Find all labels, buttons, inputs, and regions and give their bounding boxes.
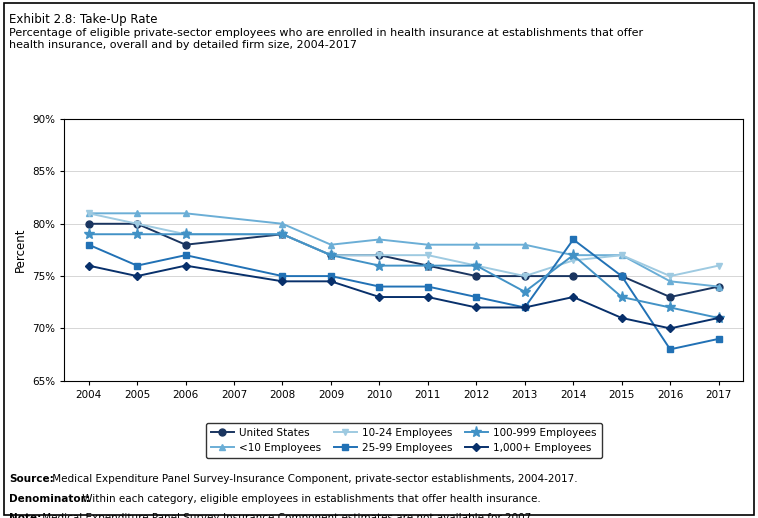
1,000+ Employees: [471, 305, 481, 311]
Line: United States: United States: [85, 220, 722, 300]
United States: [181, 241, 190, 248]
<10 Employees: [666, 278, 675, 284]
Line: <10 Employees: <10 Employees: [85, 210, 722, 290]
1,000+ Employees: [520, 305, 529, 311]
25-99 Employees: [327, 273, 336, 279]
25-99 Employees: [520, 305, 529, 311]
United States: [84, 221, 93, 227]
1,000+ Employees: [375, 294, 384, 300]
100-999 Employees: [520, 289, 529, 295]
25-99 Employees: [617, 273, 626, 279]
United States: [568, 273, 578, 279]
1,000+ Employees: [181, 263, 190, 269]
<10 Employees: [278, 221, 287, 227]
United States: [278, 231, 287, 237]
Y-axis label: Percent: Percent: [14, 228, 27, 272]
100-999 Employees: [617, 294, 626, 300]
Text: Percentage of eligible private-sector employees who are enrolled in health insur: Percentage of eligible private-sector em…: [9, 28, 644, 50]
25-99 Employees: [278, 273, 287, 279]
<10 Employees: [471, 241, 481, 248]
United States: [617, 273, 626, 279]
<10 Employees: [375, 236, 384, 242]
United States: [714, 283, 723, 290]
Text: Within each category, eligible employees in establishments that offer health ins: Within each category, eligible employees…: [79, 494, 540, 503]
United States: [133, 221, 142, 227]
United States: [423, 263, 432, 269]
25-99 Employees: [471, 294, 481, 300]
10-24 Employees: [84, 210, 93, 217]
10-24 Employees: [714, 263, 723, 269]
United States: [327, 252, 336, 258]
25-99 Employees: [423, 283, 432, 290]
Line: 10-24 Employees: 10-24 Employees: [85, 210, 722, 280]
25-99 Employees: [375, 283, 384, 290]
United States: [471, 273, 481, 279]
100-999 Employees: [666, 305, 675, 311]
<10 Employees: [84, 210, 93, 217]
100-999 Employees: [181, 231, 190, 237]
10-24 Employees: [278, 231, 287, 237]
1,000+ Employees: [423, 294, 432, 300]
10-24 Employees: [666, 273, 675, 279]
1,000+ Employees: [278, 278, 287, 284]
1,000+ Employees: [568, 294, 578, 300]
100-999 Employees: [714, 315, 723, 321]
Line: 100-999 Employees: 100-999 Employees: [83, 228, 724, 324]
25-99 Employees: [133, 263, 142, 269]
Line: 1,000+ Employees: 1,000+ Employees: [86, 263, 722, 331]
100-999 Employees: [568, 252, 578, 258]
<10 Employees: [714, 283, 723, 290]
10-24 Employees: [568, 257, 578, 264]
10-24 Employees: [327, 252, 336, 258]
1,000+ Employees: [666, 325, 675, 332]
Text: Exhibit 2.8: Take-Up Rate: Exhibit 2.8: Take-Up Rate: [9, 13, 158, 26]
Text: Medical Expenditure Panel Survey-Insurance Component, private-sector establishme: Medical Expenditure Panel Survey-Insuran…: [49, 474, 577, 484]
25-99 Employees: [181, 252, 190, 258]
10-24 Employees: [520, 273, 529, 279]
25-99 Employees: [666, 346, 675, 352]
1,000+ Employees: [133, 273, 142, 279]
100-999 Employees: [278, 231, 287, 237]
Text: Source:: Source:: [9, 474, 54, 484]
10-24 Employees: [375, 252, 384, 258]
United States: [666, 294, 675, 300]
100-999 Employees: [375, 263, 384, 269]
100-999 Employees: [84, 231, 93, 237]
10-24 Employees: [617, 252, 626, 258]
United States: [520, 273, 529, 279]
Text: Note:: Note:: [9, 513, 42, 518]
<10 Employees: [617, 252, 626, 258]
10-24 Employees: [471, 263, 481, 269]
10-24 Employees: [133, 221, 142, 227]
1,000+ Employees: [84, 263, 93, 269]
<10 Employees: [327, 241, 336, 248]
10-24 Employees: [181, 231, 190, 237]
Text: Denominator:: Denominator:: [9, 494, 90, 503]
<10 Employees: [568, 252, 578, 258]
Legend: United States, <10 Employees, 10-24 Employees, 25-99 Employees, 100-999 Employee: United States, <10 Employees, 10-24 Empl…: [205, 423, 602, 458]
1,000+ Employees: [714, 315, 723, 321]
100-999 Employees: [133, 231, 142, 237]
100-999 Employees: [471, 263, 481, 269]
100-999 Employees: [423, 263, 432, 269]
25-99 Employees: [714, 336, 723, 342]
<10 Employees: [133, 210, 142, 217]
25-99 Employees: [84, 241, 93, 248]
10-24 Employees: [423, 252, 432, 258]
1,000+ Employees: [327, 278, 336, 284]
1,000+ Employees: [617, 315, 626, 321]
Line: 25-99 Employees: 25-99 Employees: [85, 236, 722, 353]
United States: [375, 252, 384, 258]
25-99 Employees: [568, 236, 578, 242]
<10 Employees: [181, 210, 190, 217]
<10 Employees: [520, 241, 529, 248]
100-999 Employees: [327, 252, 336, 258]
<10 Employees: [423, 241, 432, 248]
Text: Medical Expenditure Panel Survey-Insurance Component estimates are not available: Medical Expenditure Panel Survey-Insuran…: [39, 513, 535, 518]
